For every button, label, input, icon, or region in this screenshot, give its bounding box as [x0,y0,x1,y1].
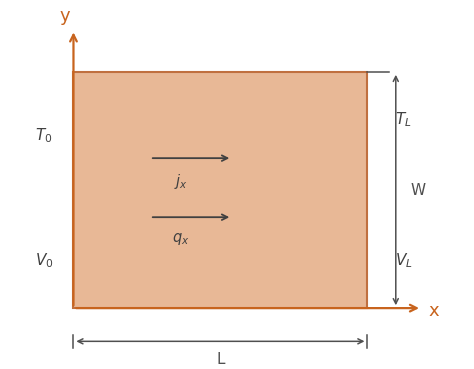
Text: $T_0$: $T_0$ [36,126,53,145]
Text: W: W [411,183,426,197]
Text: $V_L$: $V_L$ [395,252,412,270]
Text: x: x [428,302,438,320]
Text: $q_x$: $q_x$ [173,231,190,247]
Text: $j_x$: $j_x$ [174,172,188,191]
Bar [73,72,367,308]
Text: $T_L$: $T_L$ [395,110,411,128]
Text: y: y [60,7,70,25]
Text: L: L [216,352,225,368]
Text: $V_0$: $V_0$ [35,252,54,270]
